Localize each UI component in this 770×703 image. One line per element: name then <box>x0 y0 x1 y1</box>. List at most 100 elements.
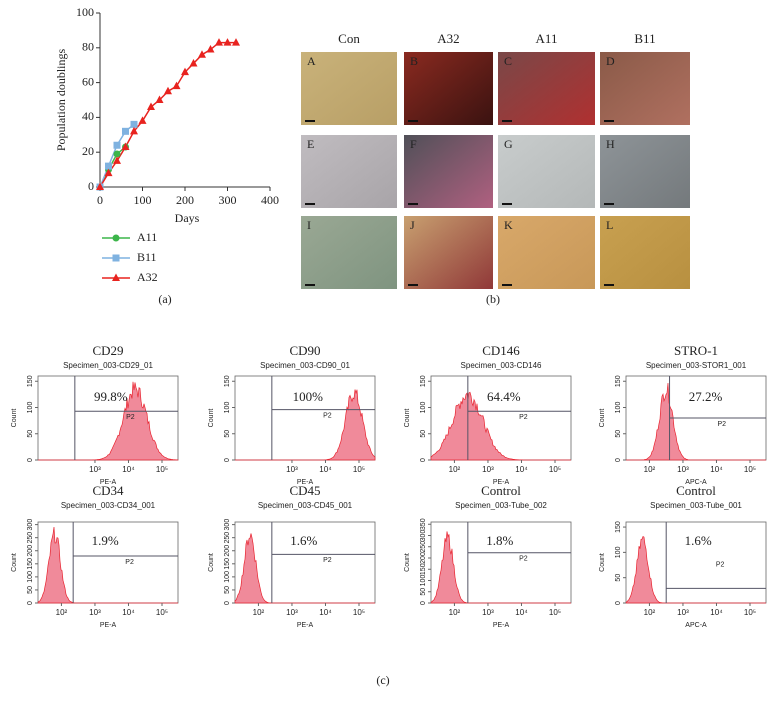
y-tick-label: 250 <box>224 532 231 544</box>
x-tick-label: 10⁴ <box>122 465 135 474</box>
histogram <box>234 533 375 604</box>
y-tick-label: 150 <box>224 375 231 387</box>
y-tick-label: 100 <box>615 546 622 558</box>
y-tick-label: 0 <box>420 601 427 605</box>
x-tick-label: 10³ <box>482 608 494 617</box>
marker <box>113 150 121 158</box>
x-tick-label: 10² <box>449 608 461 617</box>
micrograph <box>404 216 493 289</box>
plot-title: CD90 <box>289 343 320 358</box>
marker <box>215 38 223 46</box>
x-tick-label: 10³ <box>677 608 689 617</box>
x-tick-label: 10³ <box>89 465 101 474</box>
y-tick-label: 100 <box>27 571 34 583</box>
panel-label: (b) <box>486 292 500 306</box>
gate-label: P2 <box>519 414 528 421</box>
micrograph <box>600 52 690 125</box>
y-tick-label: 20 <box>82 144 94 158</box>
x-tick-label: 10⁵ <box>353 465 365 474</box>
cell-letter: J <box>410 218 415 232</box>
y-tick-label: 300 <box>27 519 34 531</box>
y-tick-label: 150 <box>420 375 427 387</box>
x-tick-label: 10⁵ <box>744 608 756 617</box>
legend-label: A32 <box>137 270 158 284</box>
histogram <box>430 531 571 604</box>
histogram <box>625 536 766 604</box>
micrograph <box>600 216 690 289</box>
y-tick-label: 200 <box>420 552 427 564</box>
y-tick-label: 250 <box>420 541 427 553</box>
y-tick-label: 0 <box>88 179 94 193</box>
y-tick-label: 0 <box>224 601 231 605</box>
marker <box>172 81 181 90</box>
x-tick-label: 10³ <box>286 465 298 474</box>
marker <box>113 156 121 164</box>
y-tick-label: 50 <box>27 430 34 438</box>
percent-label: 1.8% <box>486 533 513 548</box>
cell-letter: E <box>307 137 314 151</box>
x-tick-label: 10⁴ <box>319 608 332 617</box>
y-tick-label: 150 <box>615 521 622 533</box>
y-tick-label: 50 <box>27 586 34 594</box>
y-axis-label: Count <box>599 553 606 572</box>
gate-label: P2 <box>716 561 725 568</box>
marker <box>104 168 113 177</box>
histogram <box>38 381 179 461</box>
percent-label: 100% <box>293 389 324 404</box>
gate-label: P2 <box>323 557 332 564</box>
micrograph <box>301 135 397 208</box>
marker <box>112 234 120 242</box>
plot-subtitle: Specimen_003-CD29_01 <box>63 361 153 370</box>
plot-title: Control <box>676 483 716 498</box>
y-tick-label: 150 <box>27 558 34 570</box>
y-axis-label: Population doublings <box>54 49 68 152</box>
marker <box>206 45 215 53</box>
y-tick-label: 150 <box>224 558 231 570</box>
cell-letter: G <box>504 137 513 151</box>
x-tick-label: 10⁴ <box>319 465 332 474</box>
x-tick-label: 10⁴ <box>515 465 528 474</box>
plot-subtitle: Specimen_003-CD90_01 <box>260 361 350 370</box>
x-tick-label: 10⁴ <box>710 608 723 617</box>
x-tick-label: 10³ <box>89 608 101 617</box>
plot-title: CD29 <box>92 343 123 358</box>
y-tick-label: 0 <box>420 458 427 462</box>
plot-title: Control <box>481 483 521 498</box>
marker <box>130 120 138 128</box>
micrograph <box>301 216 397 289</box>
x-axis-label: PE-A <box>100 479 117 486</box>
x-tick-label: 10⁵ <box>156 465 168 474</box>
legend-label: A11 <box>137 230 157 244</box>
y-tick-label: 200 <box>27 545 34 557</box>
y-tick-label: 350 <box>420 518 427 530</box>
y-tick-label: 50 <box>224 430 231 438</box>
y-tick-label: 300 <box>420 530 427 542</box>
histogram <box>430 391 571 461</box>
y-tick-label: 50 <box>615 574 622 582</box>
plot-title: STRO-1 <box>674 343 718 358</box>
y-axis-label: Count <box>599 409 606 428</box>
micrograph <box>498 216 595 289</box>
cell-letter: F <box>410 137 417 151</box>
x-axis-label: PE-A <box>100 622 117 629</box>
cell-letter: L <box>606 218 613 232</box>
x-tick-label: 10⁴ <box>122 608 135 617</box>
percent-label: 27.2% <box>689 389 723 404</box>
x-tick-label: 100 <box>134 193 152 207</box>
y-tick-label: 200 <box>224 545 231 557</box>
percent-label: 1.6% <box>685 533 712 548</box>
y-tick-label: 50 <box>420 588 427 596</box>
x-tick-label: 200 <box>176 193 194 207</box>
x-tick-label: 10⁵ <box>549 608 561 617</box>
plot-subtitle: Specimen_003-Tube_001 <box>650 501 742 510</box>
percent-label: 1.6% <box>290 533 317 548</box>
y-tick-label: 0 <box>615 601 622 605</box>
x-tick-label: 10² <box>56 608 68 617</box>
gate-label: P2 <box>519 556 528 563</box>
plot-title: CD34 <box>92 483 124 498</box>
marker <box>96 182 104 190</box>
x-tick-label: 10² <box>644 465 656 474</box>
y-tick-label: 150 <box>27 375 34 387</box>
column-header: B11 <box>634 31 655 46</box>
marker <box>122 127 129 135</box>
